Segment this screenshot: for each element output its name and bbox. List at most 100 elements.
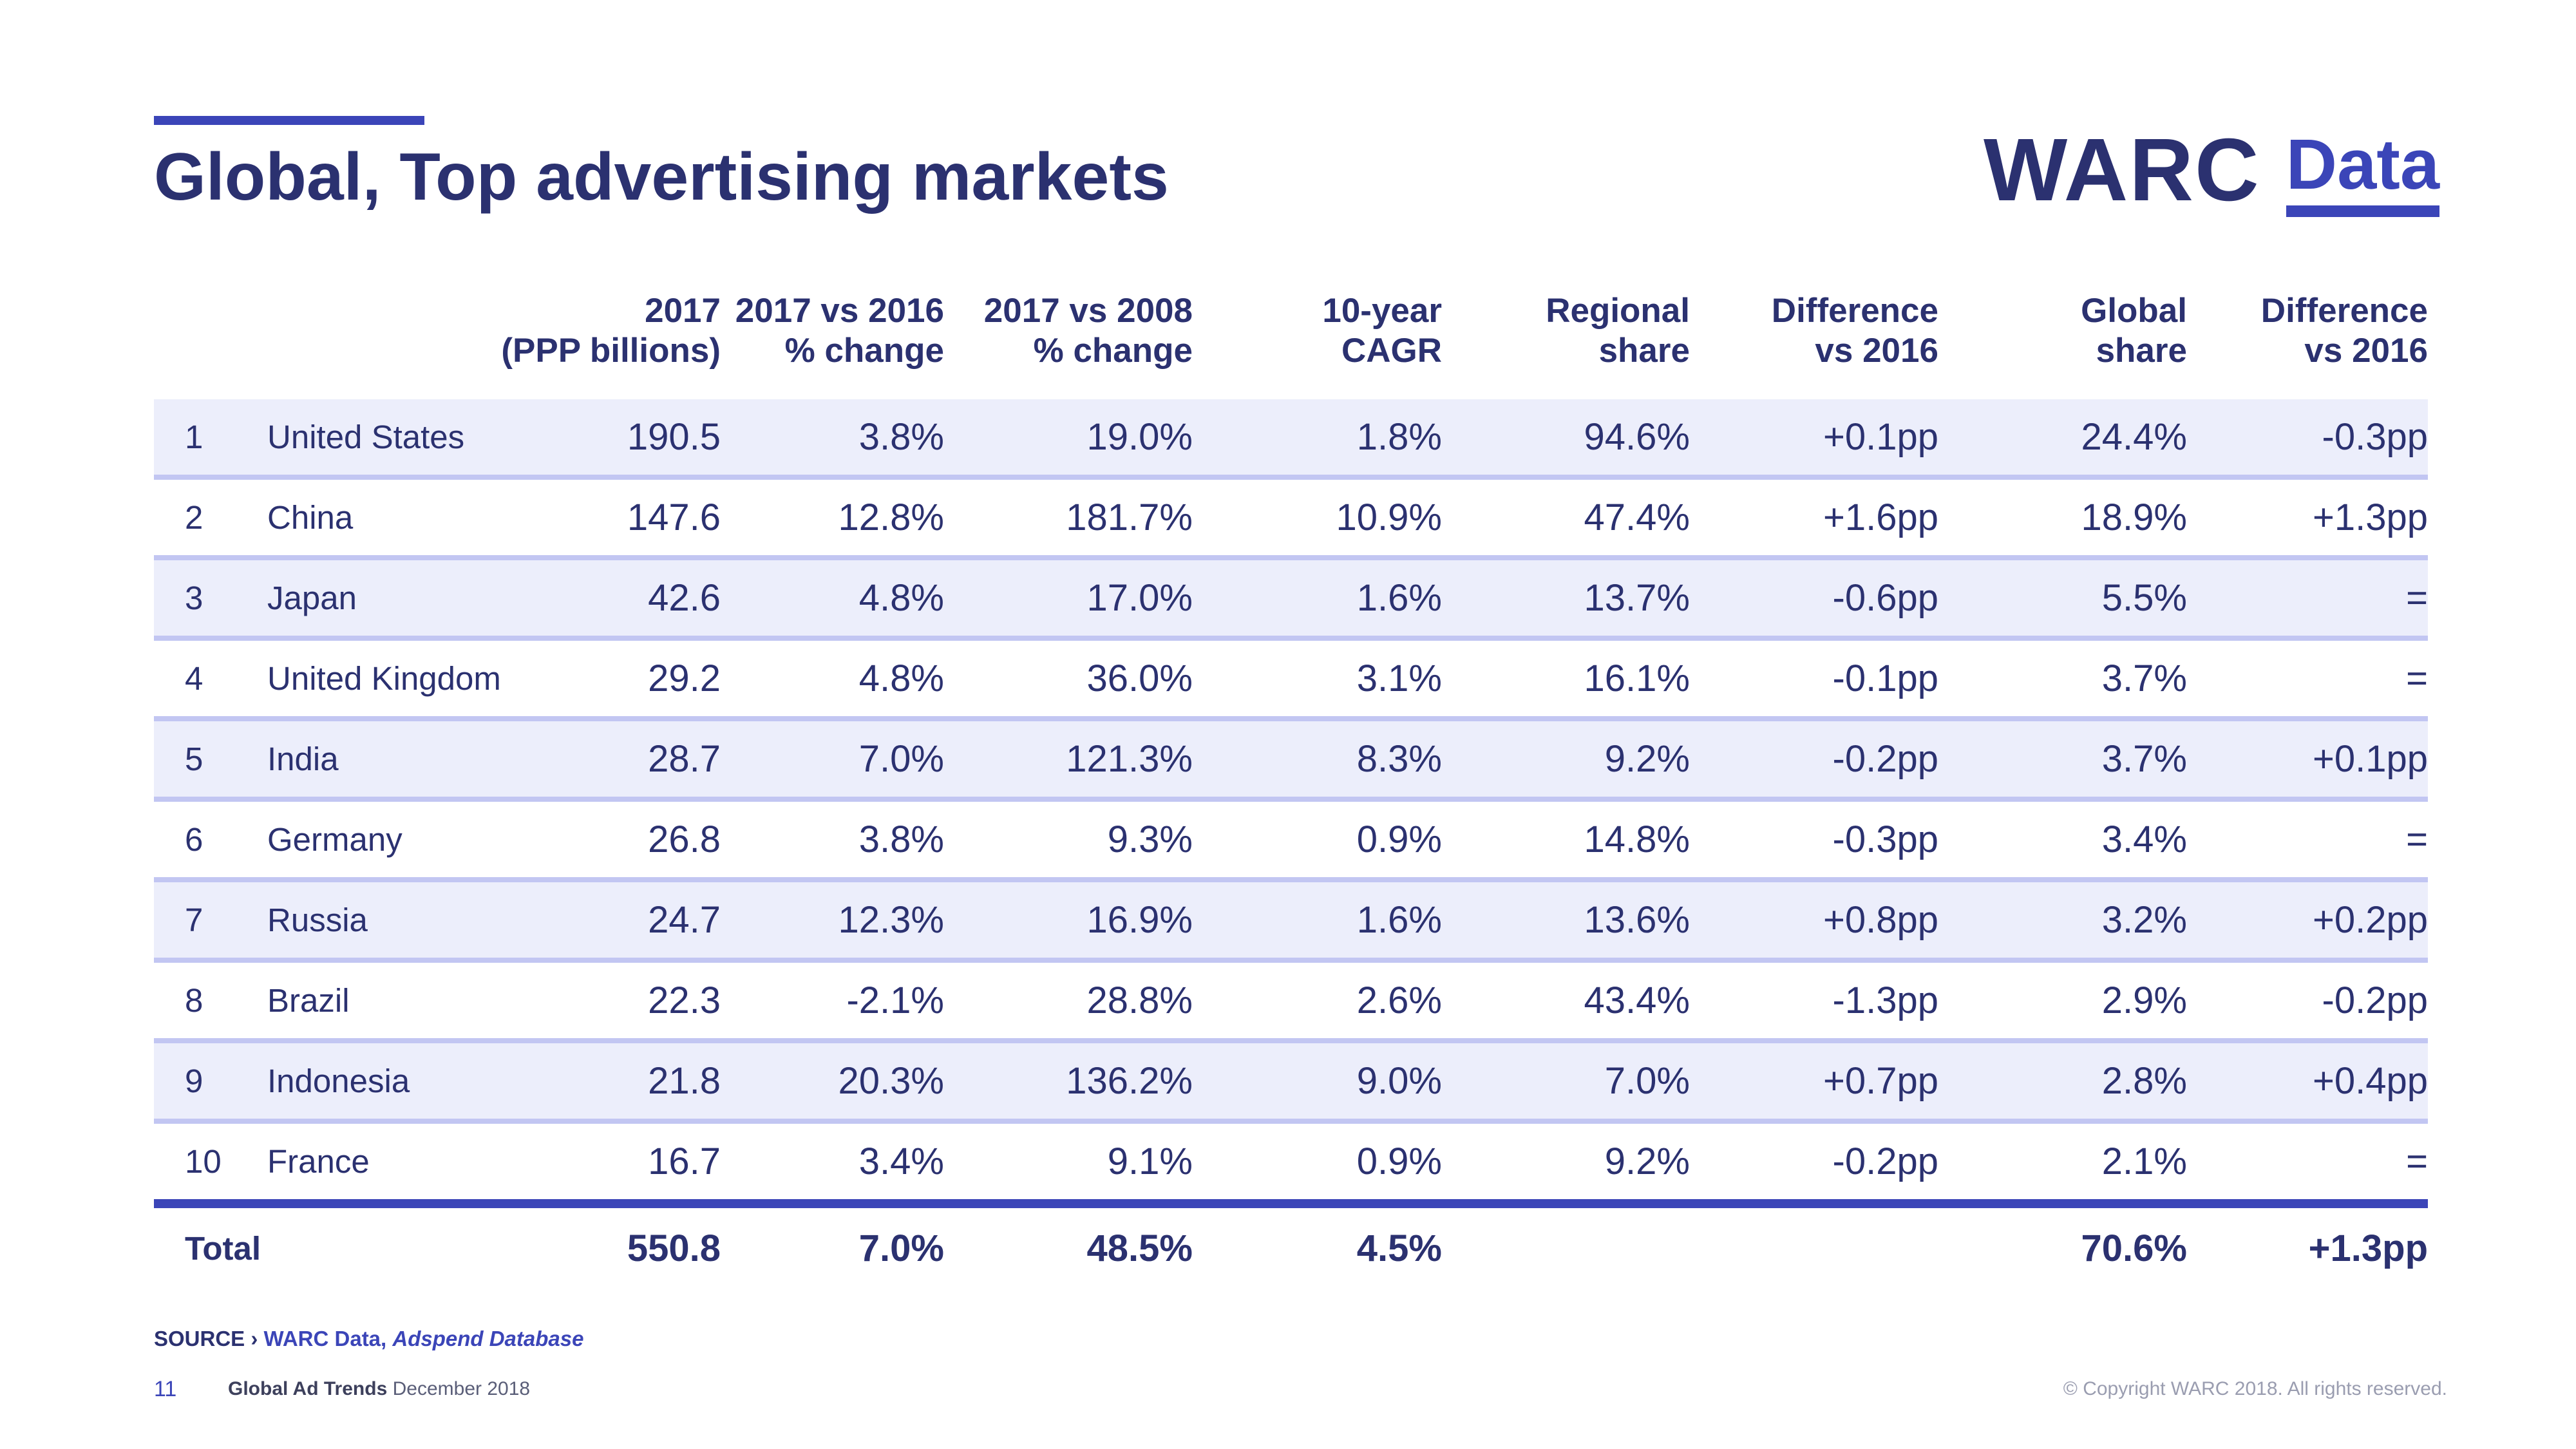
- total-value-cell: 7.0%: [858, 1227, 944, 1269]
- table-row: 4 United Kingdom 29.2 4.8% 36.0% 3.1% 16.1% -0.…: [154, 641, 2428, 721]
- value-cell: =: [2406, 1141, 2428, 1182]
- value-cell: 3.8%: [858, 416, 944, 458]
- value-cell: 16.7: [648, 1141, 721, 1182]
- value-cell: +0.1pp: [2312, 738, 2428, 780]
- table-row: 9 Indonesia 21.8 20.3% 136.2% 9.0% 7.0% +0.7pp 2…: [154, 1043, 2428, 1124]
- column-header: 2017 (PPP billions): [412, 291, 721, 371]
- value-cell: 16.9%: [1086, 899, 1193, 941]
- value-cell: -2.1%: [846, 980, 944, 1021]
- country-cell: United Kingdom: [267, 660, 501, 697]
- report-date: December 2018: [392, 1378, 531, 1399]
- value-cell: -0.6pp: [1832, 577, 1938, 619]
- column-header-line1: 10-year: [1322, 292, 1442, 330]
- column-header-line1: Regional: [1546, 292, 1690, 330]
- table-row: 6 Germany 26.8 3.8% 9.3% 0.9% 14.8% -0.3pp 3.4% =: [154, 802, 2428, 882]
- value-cell: 29.2: [648, 658, 721, 699]
- page-title: Global, Top advertising markets: [154, 140, 1169, 214]
- table-row: 10 France 16.7 3.4% 9.1% 0.9% 9.2% -0.2pp 2.1% =: [154, 1124, 2428, 1208]
- column-header-line1: 2017: [645, 292, 721, 330]
- table-body: 1 United States 190.5 3.8% 19.0% 1.8% 94.6% +0.…: [154, 399, 2428, 1208]
- column-header-line1: 2017 vs 2008: [983, 292, 1193, 330]
- column-header-line2: % change: [784, 332, 944, 370]
- column-header-line1: Global: [2081, 292, 2187, 330]
- markets-table: 2017 (PPP billions) 2017 vs 2016% change 20…: [154, 283, 2428, 1289]
- value-cell: -0.2pp: [1832, 738, 1938, 780]
- table-row: 5 India 28.7 7.0% 121.3% 8.3% 9.2% -0.2pp 3.7% +0…: [154, 721, 2428, 802]
- total-value-cell: 4.5%: [1356, 1227, 1442, 1269]
- value-cell: 24.4%: [2081, 416, 2187, 458]
- page-number: 11: [154, 1377, 177, 1401]
- value-cell: 12.8%: [838, 497, 944, 538]
- value-cell: 21.8: [648, 1060, 721, 1102]
- value-cell: +0.8pp: [1823, 899, 1938, 941]
- report-name: Global Ad Trends December 2018: [228, 1378, 530, 1400]
- table-row: 1 United States 190.5 3.8% 19.0% 1.8% 94.6% +0.…: [154, 399, 2428, 480]
- total-value-cell: [1707, 1208, 1938, 1289]
- value-cell: +0.2pp: [2312, 899, 2428, 941]
- value-cell: 9.0%: [1356, 1060, 1442, 1102]
- value-cell: 13.6%: [1584, 899, 1690, 941]
- logo-warc-text: WARC: [1984, 120, 2260, 220]
- value-cell: 2.6%: [1356, 980, 1442, 1021]
- table-total-row: Total 550.8 7.0% 48.5% 4.5% 70.6% +1.3pp: [154, 1208, 2428, 1289]
- value-cell: 24.7: [648, 899, 721, 941]
- value-cell: =: [2406, 577, 2428, 619]
- column-header: 2017 vs 2016% change: [635, 291, 944, 371]
- value-cell: 12.3%: [838, 899, 944, 941]
- column-header-line1: 2017 vs 2016: [735, 292, 944, 330]
- rank-cell: 6: [185, 821, 204, 858]
- value-cell: 7.0%: [858, 738, 944, 780]
- column-header-line2: (PPP billions): [501, 332, 721, 370]
- value-cell: 94.6%: [1584, 416, 1690, 458]
- value-cell: -0.3pp: [1832, 819, 1938, 860]
- rank-cell: 9: [185, 1063, 204, 1099]
- value-cell: +1.6pp: [1823, 497, 1938, 538]
- source-database: Adspend Database: [392, 1327, 584, 1350]
- table-row: 3 Japan 42.6 4.8% 17.0% 1.6% 13.7% -0.6pp 5.5% =: [154, 560, 2428, 641]
- column-header-line2: % change: [1033, 332, 1193, 370]
- value-cell: 2.9%: [2101, 980, 2187, 1021]
- value-cell: 28.8%: [1086, 980, 1193, 1021]
- value-cell: 26.8: [648, 819, 721, 860]
- column-header: 10-year CAGR: [1133, 291, 1442, 371]
- table-row: 8 Brazil 22.3 -2.1% 28.8% 2.6% 43.4% -1.3pp 2.9%…: [154, 963, 2428, 1043]
- value-cell: 4.8%: [858, 658, 944, 699]
- value-cell: -0.2pp: [2322, 980, 2428, 1021]
- value-cell: 47.4%: [1584, 497, 1690, 538]
- source-label: SOURCE ›: [154, 1327, 258, 1350]
- value-cell: 190.5: [627, 416, 721, 458]
- value-cell: 9.3%: [1107, 819, 1193, 860]
- country-cell: India: [267, 741, 339, 777]
- warc-data-logo: WARC Data: [1984, 120, 2440, 220]
- value-cell: 42.6: [648, 577, 721, 619]
- value-cell: 10.9%: [1336, 497, 1442, 538]
- column-header: 2017 vs 2008% change: [884, 291, 1193, 371]
- column-header-line1: Difference: [2260, 292, 2428, 330]
- table-row: 7 Russia 24.7 12.3% 16.9% 1.6% 13.6% +0.8pp 3.2%…: [154, 882, 2428, 963]
- value-cell: +0.4pp: [2312, 1060, 2428, 1102]
- value-cell: 22.3: [648, 980, 721, 1021]
- value-cell: 9.1%: [1107, 1141, 1193, 1182]
- value-cell: 9.2%: [1604, 1141, 1690, 1182]
- rank-cell: 8: [185, 982, 204, 1019]
- rank-cell: 2: [185, 499, 204, 536]
- logo-data-text: Data: [2286, 129, 2440, 217]
- total-value-cell: 70.6%: [2081, 1227, 2187, 1269]
- value-cell: -0.3pp: [2322, 416, 2428, 458]
- value-cell: 2.8%: [2101, 1060, 2187, 1102]
- value-cell: -0.2pp: [1832, 1141, 1938, 1182]
- rank-cell: 5: [185, 741, 204, 777]
- column-header: Regional share: [1381, 291, 1690, 371]
- value-cell: 121.3%: [1066, 738, 1193, 780]
- total-value-cell: 48.5%: [1086, 1227, 1193, 1269]
- value-cell: +1.3pp: [2312, 497, 2428, 538]
- value-cell: 1.6%: [1356, 577, 1442, 619]
- value-cell: +0.7pp: [1823, 1060, 1938, 1102]
- country-cell: United States: [267, 419, 465, 455]
- column-header-line2: share: [1598, 332, 1690, 370]
- value-cell: 14.8%: [1584, 819, 1690, 860]
- value-cell: 8.3%: [1356, 738, 1442, 780]
- value-cell: 136.2%: [1066, 1060, 1193, 1102]
- total-label: Total: [185, 1230, 261, 1267]
- value-cell: =: [2406, 819, 2428, 860]
